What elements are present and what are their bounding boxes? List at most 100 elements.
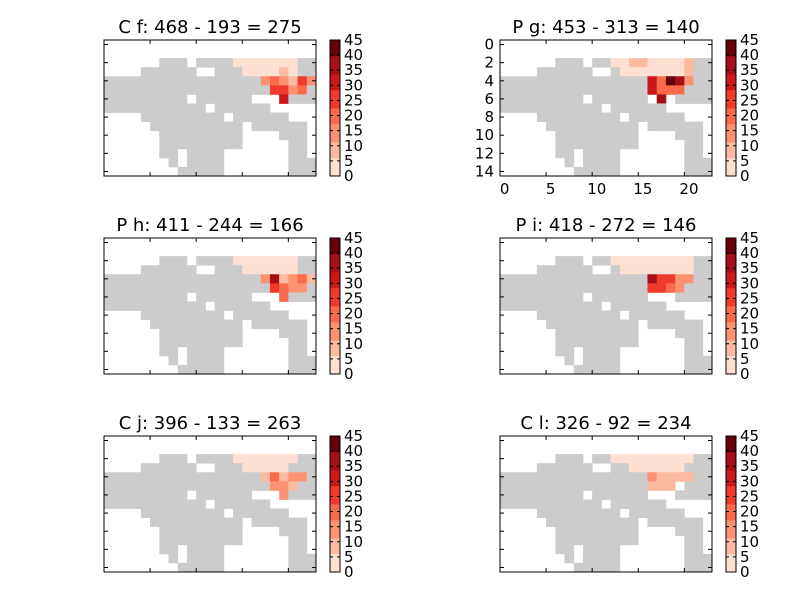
heatmap-cell [251, 454, 262, 464]
colorbar-segment [330, 242, 340, 246]
colorbar-segment [330, 454, 340, 457]
heatmap-cell [251, 481, 262, 491]
heatmap-cell [140, 508, 151, 518]
heatmap-cell [288, 544, 298, 555]
heatmap-cell [233, 319, 243, 330]
colorbar-segment [726, 44, 736, 48]
heatmap-cell [675, 76, 685, 86]
heatmap-cell [610, 148, 621, 159]
colorbar-segment [726, 479, 736, 482]
heatmap-cell [196, 562, 206, 573]
colorbar-segment [726, 485, 736, 489]
heatmap-cell [518, 481, 529, 491]
heatmap-cell [168, 130, 179, 141]
colorbar-segment [726, 160, 736, 163]
heatmap-cell [196, 346, 206, 357]
heatmap-cell [150, 292, 160, 302]
colorbar-segment [330, 292, 340, 296]
heatmap-cell [168, 274, 179, 284]
heatmap-cell [150, 67, 160, 77]
heatmap-cell [684, 85, 694, 95]
heatmap-cell [702, 472, 713, 482]
heatmap-cell [205, 328, 216, 339]
colorbar-segment [330, 76, 340, 79]
heatmap-cell [104, 292, 114, 302]
colorbar-segment [726, 517, 736, 521]
heatmap-cell [214, 292, 225, 302]
colorbar-segment [726, 49, 736, 52]
colorbar-segment [330, 335, 340, 339]
heatmap-cell [656, 121, 667, 132]
colorbar-segment [330, 137, 340, 141]
colorbar-segment [726, 326, 736, 330]
heatmap-cell [610, 139, 621, 150]
colorbar-segment [330, 472, 340, 475]
colorbar-segment [330, 283, 340, 286]
heatmap-cell [113, 103, 123, 113]
colorbar-segment [726, 524, 736, 528]
heatmap-cell [684, 67, 694, 77]
heatmap-cell [601, 490, 612, 500]
heatmap-cell [592, 562, 602, 573]
heatmap-cell [223, 526, 234, 537]
heatmap-cell [159, 454, 169, 464]
colorbar-segment [726, 151, 736, 154]
heatmap-cell [500, 103, 510, 113]
colorbar-segment [330, 67, 340, 70]
heatmap-cell [186, 508, 197, 518]
heatmap-cell [242, 265, 252, 275]
heatmap-cell [564, 508, 575, 518]
heatmap-cell [186, 346, 197, 357]
heatmap-cell [610, 364, 621, 375]
heatmap-cell [196, 508, 206, 518]
heatmap-cell [233, 292, 243, 302]
colorbar-segment [726, 249, 736, 252]
y-tick-label: 6 [484, 90, 494, 108]
heatmap-cell [113, 490, 123, 500]
colorbar-segment [330, 132, 340, 136]
heatmap-cell [104, 274, 114, 284]
heatmap-cell [555, 310, 565, 320]
heatmap-cell [647, 454, 658, 464]
heatmap-cell [186, 553, 197, 564]
colorbar-segment [726, 78, 736, 82]
plot-frame [499, 39, 713, 177]
heatmap-cell [564, 85, 575, 95]
colorbar-tick-label: 30 [740, 76, 759, 94]
colorbar-tick-label: 10 [344, 533, 363, 551]
heatmap-cell [168, 319, 179, 330]
colorbar-segment [330, 542, 340, 546]
heatmap-cell [186, 310, 197, 320]
colorbar-tick-label: 5 [344, 350, 354, 368]
heatmap-cell [186, 337, 197, 348]
heatmap-cell [573, 517, 584, 528]
heatmap-cell [675, 463, 685, 473]
heatmap-cell [656, 94, 667, 104]
colorbar-segment [330, 299, 340, 302]
heatmap-cell [288, 562, 298, 573]
heatmap-cell [619, 328, 630, 339]
heatmap-cell [638, 58, 648, 68]
colorbar-tick-label: 40 [740, 442, 759, 460]
heatmap-cell [113, 472, 123, 482]
heatmap-cell [251, 499, 262, 509]
heatmap-cell [279, 274, 289, 284]
heatmap-cell [610, 337, 621, 348]
panel-title: C j: 396 - 133 = 263 [119, 413, 302, 434]
heatmap-cell [297, 328, 308, 339]
colorbar-tick-label: 5 [344, 548, 354, 566]
heatmap-cell [205, 490, 216, 500]
heatmap-cell [214, 454, 225, 464]
colorbar-segment [330, 126, 340, 129]
heatmap-cell [104, 499, 114, 509]
heatmap-cell [186, 67, 197, 77]
heatmap-cell [242, 463, 252, 473]
heatmap-cell [610, 112, 621, 122]
colorbar-segment [726, 51, 736, 54]
heatmap-cell [500, 301, 510, 311]
colorbar-segment [330, 549, 340, 552]
heatmap-cell [251, 103, 262, 113]
heatmap-cell [159, 85, 169, 95]
colorbar-segment [726, 132, 736, 136]
colorbar-segment [330, 80, 340, 84]
